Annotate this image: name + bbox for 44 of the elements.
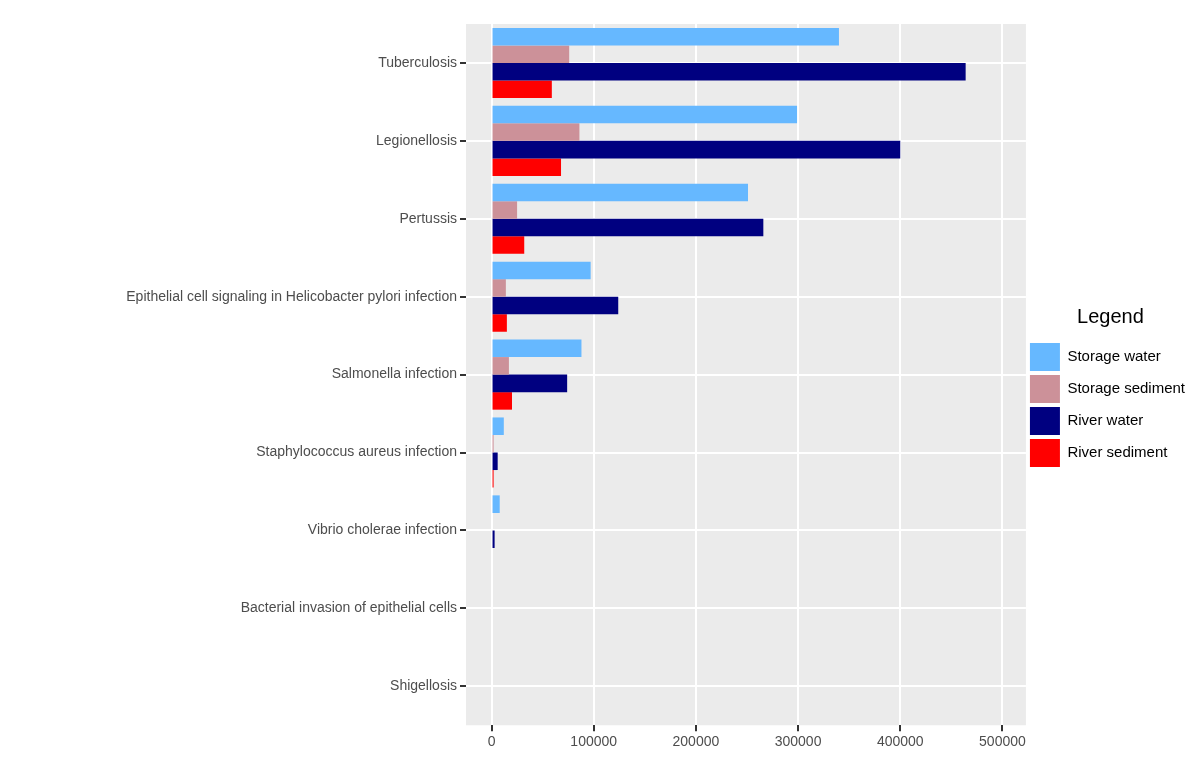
bar [492,392,512,410]
bar [492,357,509,375]
x-tick-label: 0 [487,733,496,750]
y-tick-label: Tuberculosis [378,53,457,70]
x-tick-label: 200000 [672,733,720,750]
bar [492,218,764,237]
bar [492,261,591,280]
y-tick-label: Epithelial cell signaling in Helicobacter pylori infection [126,287,457,304]
y-tick-label: Salmonella infection [331,365,457,382]
x-tick-label: 100000 [570,733,618,750]
bar [492,314,507,332]
bar [492,452,498,471]
x-tick-label: 400000 [876,733,924,750]
bar [492,45,570,63]
bar [492,279,506,297]
y-tick-label: Legionellosis [376,131,457,148]
bar [492,236,525,254]
y-tick-label: Bacterial invasion of epithelial cells [240,599,457,616]
y-tick-label: Vibrio cholerae infection [307,521,457,538]
y-tick-label: Pertussis [399,209,457,226]
y-tick-label: Shigellosis [390,677,457,694]
bar [492,62,966,81]
legend-label: River water [1067,411,1144,429]
legend-label: Storage water [1067,347,1161,365]
bar [492,495,500,513]
x-tick-label: 500000 [979,733,1026,750]
bar [492,140,901,159]
legend-label: River sediment [1067,443,1169,461]
legend-label: Storage sediment [1067,379,1186,397]
bar [492,27,839,46]
bar [492,296,619,315]
x-tick-label: 300000 [774,733,822,750]
y-tick-label: Staphylococcus aureus infection [256,443,457,460]
bar [492,80,552,99]
legend-title: Legend [1077,304,1144,327]
bar [492,105,798,124]
bar [492,201,518,219]
bar [492,183,749,202]
bar [492,417,504,435]
bar [492,158,562,176]
bar [492,123,580,141]
bar [492,374,568,393]
bar [492,530,495,548]
bar [492,339,582,358]
